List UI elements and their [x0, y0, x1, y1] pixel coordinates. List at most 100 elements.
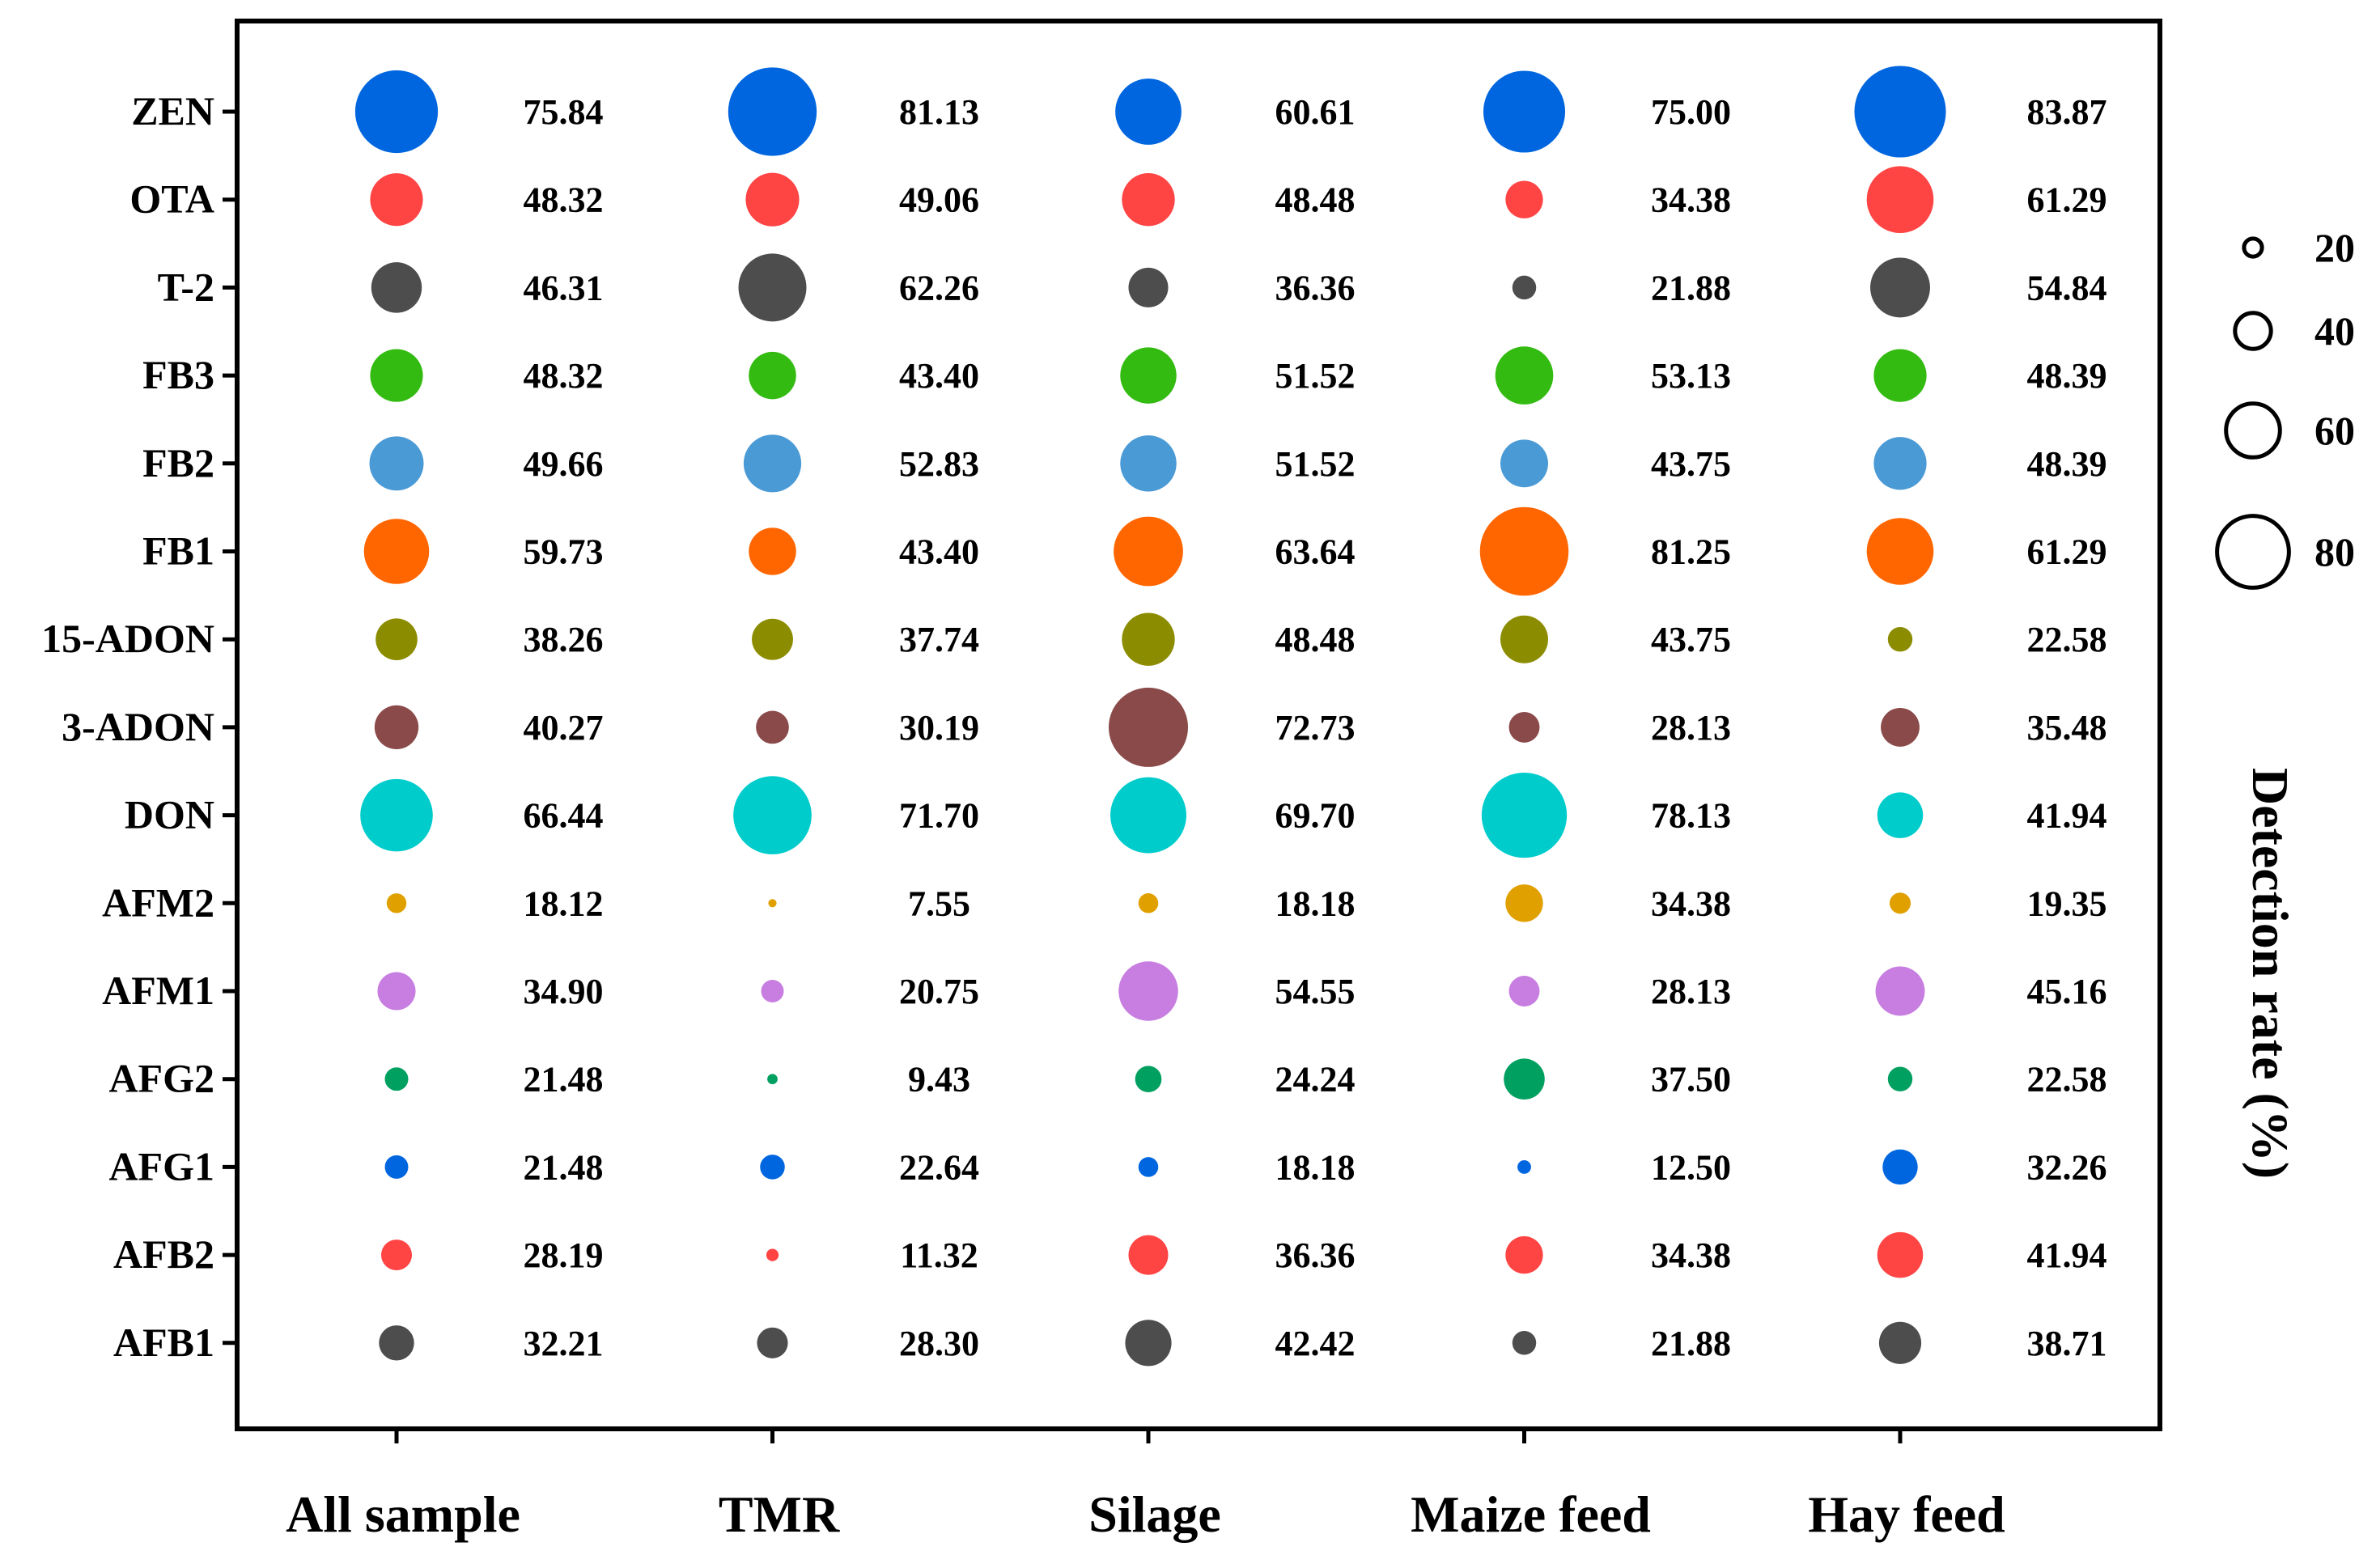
bubble: [738, 253, 807, 322]
x-tick-label: Silage: [1088, 1485, 1221, 1543]
bubble: [757, 1327, 788, 1358]
data-label: 49.66: [524, 444, 604, 484]
bubble: [1878, 1321, 1922, 1364]
y-tick-label: DON: [125, 792, 214, 837]
data-label: 35.48: [2027, 708, 2107, 748]
bubble: [761, 980, 784, 1002]
data-label: 43.75: [1651, 620, 1731, 659]
bubble: [1500, 615, 1548, 663]
data-label: 32.21: [524, 1324, 604, 1363]
bubble: [1881, 707, 1920, 747]
data-label: 43.40: [899, 532, 979, 572]
data-label: 34.38: [1651, 884, 1731, 923]
legend-label: 60: [2314, 408, 2355, 453]
data-label: 41.94: [2027, 1235, 2107, 1275]
data-label: 28.13: [1651, 708, 1731, 748]
bubble: [1508, 976, 1540, 1006]
data-label: 20.75: [899, 972, 979, 1011]
bubble: [370, 173, 423, 227]
y-tick-label: FB3: [142, 352, 214, 397]
bubble: [377, 972, 416, 1011]
bubble: [1495, 346, 1554, 405]
bubble: [375, 618, 418, 660]
bubble: [733, 776, 812, 854]
data-label: 48.32: [524, 180, 604, 220]
bubble: [1115, 78, 1182, 145]
bubble: [380, 1240, 413, 1271]
bubble: [1483, 70, 1566, 153]
bubble: [749, 351, 796, 400]
bubble: [1481, 772, 1568, 858]
bubble: [1118, 961, 1178, 1021]
data-label: 52.83: [899, 444, 979, 484]
bubble: [745, 172, 800, 227]
data-label: 40.27: [524, 708, 604, 748]
bubble: [1517, 1159, 1531, 1174]
bubble: [1877, 792, 1924, 838]
bubble: [1128, 1235, 1169, 1275]
bubble: [1887, 1066, 1913, 1091]
bubble: [1122, 173, 1175, 227]
data-label: 41.94: [2027, 796, 2107, 836]
data-label: 28.13: [1651, 972, 1731, 1011]
data-label: 48.48: [1275, 620, 1356, 659]
plot-border: [235, 19, 2162, 1431]
data-label: 37.74: [899, 620, 979, 659]
data-label: 45.16: [2027, 972, 2107, 1011]
data-label: 48.39: [2027, 356, 2107, 396]
data-label: 32.26: [2027, 1147, 2107, 1187]
data-label: 59.73: [524, 532, 604, 572]
bubble: [1882, 1149, 1918, 1185]
bubble: [1500, 439, 1548, 488]
bubble: [1108, 687, 1189, 767]
y-tick-label: T-2: [158, 264, 214, 309]
bubble: [766, 1248, 779, 1261]
bubble: [1110, 777, 1186, 854]
plot-frame: [235, 19, 2162, 1431]
data-label: 18.18: [1275, 1147, 1356, 1187]
y-tick-label: FB2: [142, 440, 214, 485]
data-label: 81.13: [899, 92, 979, 132]
data-label: 75.84: [524, 92, 604, 132]
data-label: 34.90: [524, 972, 604, 1011]
data-label: 21.48: [524, 1147, 604, 1187]
data-label: 54.84: [2027, 268, 2107, 307]
y-tick-label: 15-ADON: [41, 616, 214, 661]
bubble: [1877, 1231, 1924, 1278]
data-label: 81.25: [1651, 532, 1731, 572]
data-label: 36.36: [1275, 268, 1356, 307]
bubble: [1873, 349, 1927, 402]
data-label: 7.55: [908, 884, 970, 923]
data-label: 21.88: [1651, 268, 1731, 307]
data-label: 9.43: [908, 1060, 970, 1100]
bubble: [743, 434, 802, 493]
data-label: 51.52: [1275, 356, 1356, 396]
bubble: [1887, 626, 1913, 652]
data-label: 18.18: [1275, 884, 1356, 923]
data-label: 49.06: [899, 180, 979, 220]
x-axis: All sample TMR Silage Maize feed Hay feed: [286, 1429, 2005, 1543]
legend-label: 80: [2314, 529, 2355, 574]
bubble: [728, 67, 817, 156]
legend-bubble: [2242, 236, 2264, 259]
bubble: [1125, 1320, 1172, 1367]
data-label: 22.58: [2027, 1060, 2107, 1100]
y-tick-label: ZEN: [131, 88, 214, 133]
data-label: 48.32: [524, 356, 604, 396]
data-label: 48.48: [1275, 180, 1356, 220]
bubble: [379, 1325, 414, 1361]
data-label: 62.26: [899, 268, 979, 307]
data-label: 83.87: [2027, 92, 2107, 132]
bubble: [360, 778, 433, 852]
bubble: [354, 70, 439, 154]
bubble: [760, 1155, 785, 1180]
data-label: 34.38: [1651, 180, 1731, 220]
data-label: 43.40: [899, 356, 979, 396]
data-label: 42.42: [1275, 1324, 1356, 1363]
bubble: [1505, 1235, 1543, 1274]
data-label: 51.52: [1275, 444, 1356, 484]
bubble: [752, 618, 793, 660]
data-label: 61.29: [2027, 532, 2107, 572]
bubble: [1889, 892, 1911, 914]
